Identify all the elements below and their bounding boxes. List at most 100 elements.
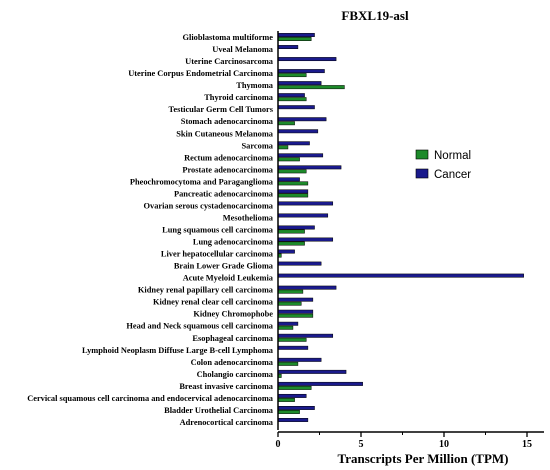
legend-label: Cancer xyxy=(434,169,471,181)
bar-cancer xyxy=(277,309,314,314)
bar-normal xyxy=(277,337,307,342)
bar-cancer xyxy=(277,237,334,242)
bar-cancer xyxy=(277,141,310,146)
bar-cancer xyxy=(277,201,334,206)
bar-cancer xyxy=(277,117,327,122)
bar-cancer xyxy=(277,69,325,74)
category-label: Cholangio carcinoma xyxy=(197,370,274,379)
category-label: Kidney renal clear cell carcinoma xyxy=(153,298,274,307)
category-label: Head and Neck squamous cell carcinoma xyxy=(126,322,273,331)
bar-normal xyxy=(277,229,305,234)
bar-normal xyxy=(277,37,312,41)
legend: Normal Cancer xyxy=(415,149,471,181)
bar-cancer xyxy=(277,105,315,110)
bar-normal xyxy=(277,181,309,186)
category-label: Ovarian serous cystadenocarcinoma xyxy=(144,201,274,210)
category-label: Acute Myeloid Leukemia xyxy=(183,274,274,283)
legend-swatch xyxy=(415,149,429,160)
bar-normal xyxy=(277,145,289,150)
category-label: Liver hepatocellular carcinoma xyxy=(161,250,274,259)
category-label: Thymoma xyxy=(236,81,274,90)
category-label: Skin Cutaneous Melanoma xyxy=(176,129,274,138)
bar-normal xyxy=(277,325,294,330)
x-tick-label: 15 xyxy=(522,439,532,450)
bar-cancer xyxy=(277,333,334,338)
bar-cancer xyxy=(277,357,322,362)
bar-cancer xyxy=(277,369,347,374)
bar-normal xyxy=(277,97,307,102)
bar-normal xyxy=(277,301,302,306)
bar-normal xyxy=(277,397,295,402)
x-tick-label: 10 xyxy=(439,439,449,450)
category-label: Testicular Germ Cell Tumors xyxy=(169,105,274,114)
x-axis-ticks: 0 5 10 15 xyxy=(276,432,532,450)
category-label: Breast invasive carcinoma xyxy=(179,382,273,391)
bar-normal xyxy=(277,313,314,318)
category-label: Adrenocortical carcinoma xyxy=(180,418,274,427)
bar-normal xyxy=(277,121,295,126)
bar-cancer xyxy=(277,273,524,278)
category-label: Uterine Corpus Endometrial Carcinoma xyxy=(128,69,274,78)
x-axis-title: Transcripts Per Million (TPM) xyxy=(337,451,508,466)
bar-normal xyxy=(277,157,300,162)
bar-cancer xyxy=(277,33,315,37)
bar-normal xyxy=(277,289,304,294)
bar-normal xyxy=(277,85,345,90)
bar-cancer xyxy=(277,321,299,326)
category-label: Esophageal carcinoma xyxy=(192,334,273,343)
category-label: Lymphoid Neoplasm Diffuse Large B-cell L… xyxy=(82,346,274,355)
bar-cancer xyxy=(277,189,309,194)
category-label: Prostate adenocarcinoma xyxy=(182,165,273,174)
bar-cancer xyxy=(277,93,305,98)
bar-cancer xyxy=(277,297,314,302)
category-label: Uveal Melanoma xyxy=(212,45,274,54)
bar-cancer xyxy=(277,129,319,134)
category-label: Lung squamous cell carcinoma xyxy=(162,226,274,235)
bar-cancer xyxy=(277,261,322,266)
bar-cancer xyxy=(277,393,307,398)
category-label: Uterine Carcinosarcoma xyxy=(185,57,274,66)
bar-cancer xyxy=(277,213,329,218)
bar-normal xyxy=(277,73,307,78)
category-label: Bladder Urothelial Carcinoma xyxy=(164,406,274,415)
category-label: Mesothelioma xyxy=(223,213,274,222)
category-label: Cervical squamous cell carcinoma and end… xyxy=(27,394,274,403)
bar-cancer xyxy=(277,45,299,49)
bar-cancer xyxy=(277,81,322,86)
bar-cancer xyxy=(277,153,324,158)
bar-cancer xyxy=(277,57,337,62)
bar-normal xyxy=(277,361,299,366)
category-label: Rectum adenocarcinoma xyxy=(184,153,274,162)
bar-normal xyxy=(277,385,312,390)
bar-cancer xyxy=(277,418,309,422)
bars-group xyxy=(277,33,524,422)
bar-cancer xyxy=(277,381,363,386)
bar-normal xyxy=(277,241,305,246)
category-label: Thyroid carcinoma xyxy=(204,93,274,102)
x-tick-label: 5 xyxy=(359,439,364,450)
bar-cancer xyxy=(277,225,315,230)
category-label: Brain Lower Grade Glioma xyxy=(174,262,274,271)
category-label: Kidney Chromophobe xyxy=(193,310,273,319)
bar-normal xyxy=(277,193,309,198)
category-label: Pancreatic adenocarcinoma xyxy=(174,189,274,198)
chart-title: FBXL19-asl xyxy=(341,8,409,23)
bar-cancer xyxy=(277,177,300,182)
bar-normal xyxy=(277,169,307,174)
category-labels: Glioblastoma multiforme Uveal Melanoma Ute… xyxy=(27,33,274,427)
category-label: Sarcoma xyxy=(242,141,274,150)
category-label: Stomach adenocarcinoma xyxy=(181,117,274,126)
bar-cancer xyxy=(277,249,295,254)
bar-cancer xyxy=(277,165,342,170)
category-label: Colon adenocarcinoma xyxy=(191,358,274,367)
bar-cancer xyxy=(277,406,315,410)
legend-swatch xyxy=(415,168,429,179)
category-label: Glioblastoma multiforme xyxy=(183,33,274,42)
category-label: Lung adenocarcinoma xyxy=(193,238,274,247)
category-label: Kidney renal papillary cell carcinoma xyxy=(138,286,274,295)
legend-label: Normal xyxy=(434,150,471,162)
category-label: Pheochromocytoma and Paraganglioma xyxy=(130,177,274,186)
bar-cancer xyxy=(277,285,337,290)
bar-normal xyxy=(277,410,300,414)
